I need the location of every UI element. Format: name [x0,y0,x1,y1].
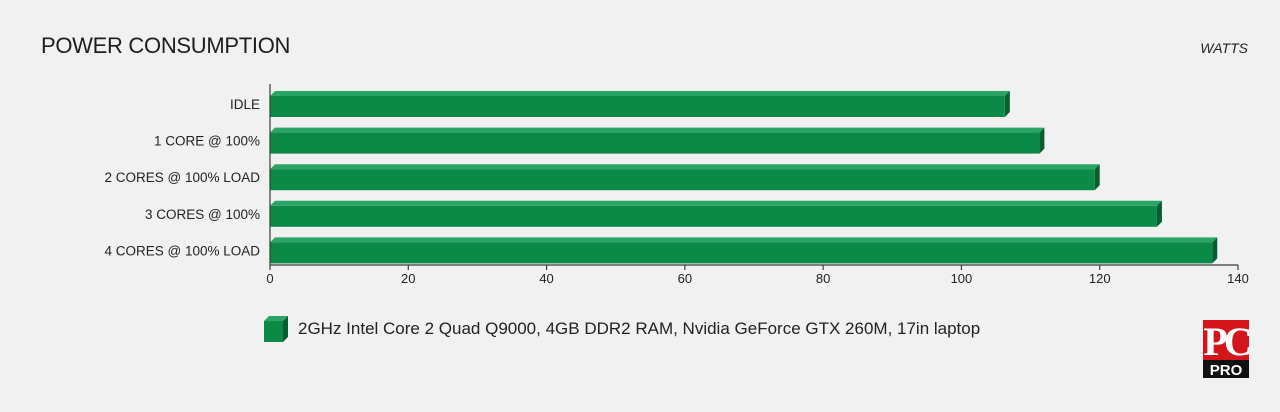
legend-label: 2GHz Intel Core 2 Quad Q9000, 4GB DDR2 R… [298,319,981,338]
x-tick-label: 100 [951,271,973,286]
x-tick-label: 140 [1227,271,1249,286]
bar-chart: IDLE 1 CORE @ 100% 2 CORES @ 100% LOAD 3 CO… [104,84,1249,286]
svg-text:PC: PC [1203,320,1249,364]
bar-side-face [1156,200,1162,227]
bar-top-face [270,127,1045,133]
x-tick-label: 40 [539,271,553,286]
bar-side-face [1212,237,1218,264]
bar [270,169,1095,191]
bar-top-face [270,200,1162,206]
legend: 2GHz Intel Core 2 Quad Q9000, 4GB DDR2 R… [264,316,980,342]
bar-top-face [270,164,1100,170]
legend-swatch [264,316,288,342]
category-label: 4 CORES @ 100% LOAD [104,243,260,258]
bar-side-face [1039,127,1045,154]
bar-top-face [270,91,1010,96]
x-tick-label: 60 [678,271,692,286]
svg-text:PRO: PRO [1210,362,1243,378]
bar [270,96,1005,117]
bar [270,242,1213,264]
category-label: IDLE [230,97,260,112]
x-tick-label: 120 [1089,271,1111,286]
bar-side-face [1094,164,1100,191]
bar-side-face [1004,91,1010,117]
chart-title: POWER CONSUMPTION [41,33,291,58]
bar [270,132,1040,154]
bar-top-face [270,237,1218,243]
x-tick-label: 80 [816,271,830,286]
category-label: 2 CORES @ 100% LOAD [104,170,260,185]
x-tick-label: 20 [401,271,415,286]
x-tick-label: 0 [266,271,273,286]
category-label: 1 CORE @ 100% [154,134,260,149]
category-label: 3 CORES @ 100% [145,207,260,222]
bar [270,205,1157,227]
unit-label: WATTS [1200,40,1248,56]
pc-pro-logo: PC PRO [1203,320,1249,378]
